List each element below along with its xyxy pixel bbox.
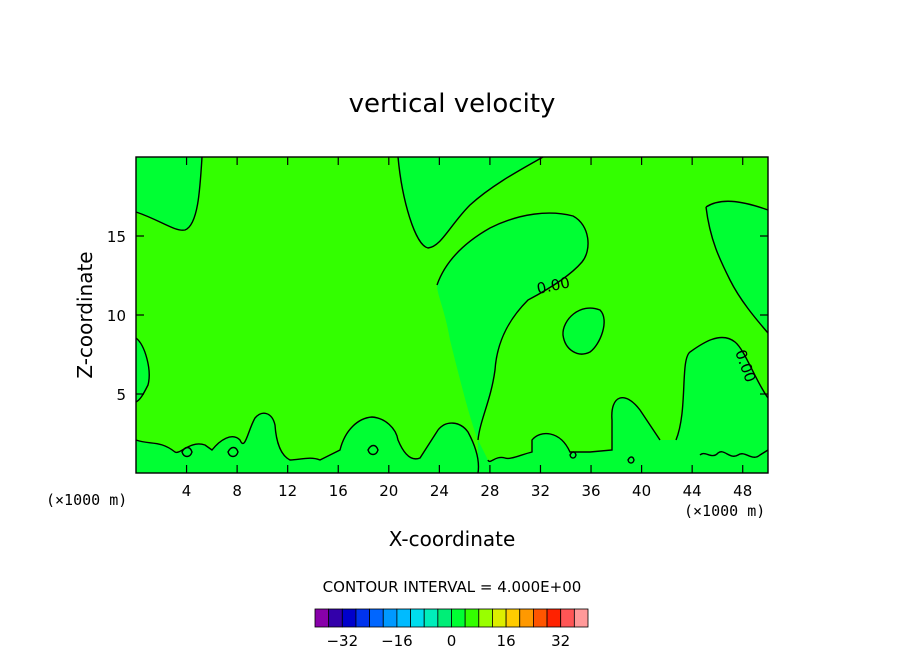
y-tick-label: 5 [116,386,126,404]
x-axis: 4 8 12 16 20 24 28 32 36 40 44 48 [182,157,752,500]
x-tick-label: 20 [379,482,398,500]
contour-region [562,308,605,355]
y-axis: 5 10 15 [107,228,768,404]
colorbar-swatch [478,608,493,628]
colorbar-swatch [396,608,411,628]
contour-line [675,336,769,441]
contour-line [562,307,605,355]
colorbar-swatch [546,608,562,628]
colorbar-swatch [328,608,343,628]
contour-line [705,206,769,334]
contour-line [135,156,203,231]
x-tick-label: 44 [683,482,702,500]
colorbar-tick-label: −32 [326,632,358,650]
colorbar-swatch [369,608,384,628]
colorbar-swatch [341,608,357,628]
chart-title: vertical velocity [349,89,556,119]
x-axis-title: X-coordinate [389,527,516,551]
contour-line [181,446,193,458]
colorbar-swatch [519,608,534,628]
contour-region [136,338,150,402]
contour-region [706,201,768,333]
contour-region [437,213,768,473]
colorbar-tick-label: 0 [447,632,457,650]
contour-line [487,397,661,463]
contour-line [569,451,577,459]
contour-region [136,413,479,473]
x-tick-label: 16 [329,482,348,500]
x-tick-label: 12 [278,482,297,500]
x-tick-label: 24 [430,482,449,500]
colorbar-swatch [451,608,466,628]
z-unit-label: (×1000 m) [684,502,765,520]
colorbar-tick-label: 16 [497,632,516,650]
x-unit-label: (×1000 m) [46,491,127,509]
contour-interval-text: CONTOUR INTERVAL = 4.000E+00 [323,578,582,596]
contour-line [436,212,589,441]
x-tick-label: 48 [733,482,752,500]
y-tick-label: 15 [107,228,126,246]
contour-line [627,456,635,464]
x-tick-label: 32 [531,482,550,500]
colorbar-swatch [492,608,507,628]
colorbar-ticks: −32 −16 0 16 32 [326,632,570,650]
contour-line [135,412,480,474]
contour-region [136,157,202,231]
x-tick-label: 4 [182,482,192,500]
colorbar-swatch [464,608,480,628]
colorbar-tick-label: 32 [551,632,570,650]
y-axis-title: Z-coordinate [73,251,97,378]
contour-lines [135,156,769,474]
colorbar-swatch [382,608,398,628]
colorbar-swatch [505,608,521,628]
colorbar-swatch [560,608,575,628]
x-tick-label: 40 [632,482,651,500]
contour-region [398,157,543,248]
y-tick-label: 10 [107,307,126,325]
contour-line [227,446,239,458]
contour-plot-area: 0.00 0.00 [135,156,769,474]
colorbar-swatch [573,608,589,628]
colorbar-swatch [423,608,439,628]
x-tick-label: 28 [480,482,499,500]
colorbar-swatch [314,608,330,628]
x-tick-label: 36 [581,482,600,500]
contour-regions [136,157,768,473]
colorbar-swatch [355,608,371,628]
x-tick-label: 8 [232,482,242,500]
contour-line [397,156,544,249]
contour-line [699,449,769,458]
colorbar-swatch [437,608,452,628]
contour-line [705,200,769,211]
colorbar-tick-label: −16 [381,632,413,650]
colorbar-swatch [410,608,425,628]
contour-line [367,444,379,456]
colorbar [314,608,589,628]
contour-line [135,337,150,403]
colorbar-swatch [533,608,548,628]
